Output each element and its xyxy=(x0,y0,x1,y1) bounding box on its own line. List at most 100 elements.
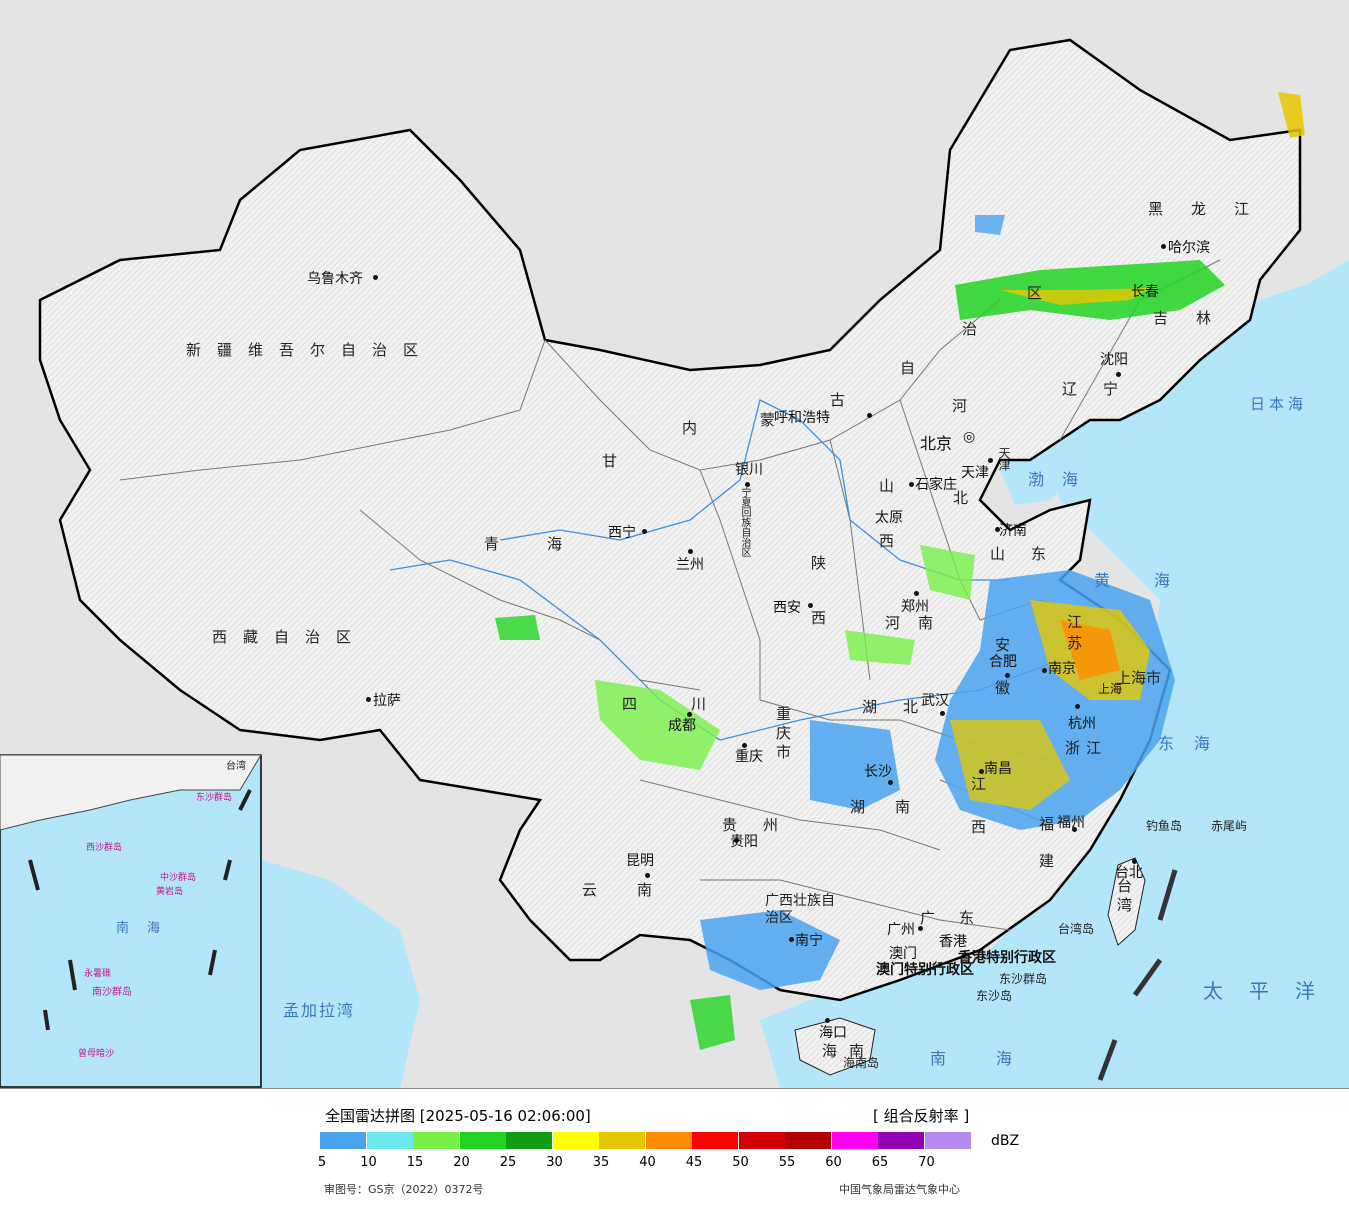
label-henan: 河南 xyxy=(885,614,952,632)
source-agency: 中国气象局雷达气象中心 xyxy=(839,1183,960,1196)
inset-zengmu: 曾母暗沙 xyxy=(78,1049,115,1059)
city-haikou: 海口 xyxy=(819,1025,847,1041)
legend-swatch xyxy=(738,1132,785,1149)
legend-tick-label: 20 xyxy=(453,1155,470,1170)
city-dot xyxy=(995,527,1000,532)
legend-tick-label: 25 xyxy=(499,1155,517,1170)
city-guiyang: 贵阳 xyxy=(730,834,758,850)
legend-swatch xyxy=(320,1132,366,1149)
city-taibei: 台北 xyxy=(1115,865,1143,881)
city-dot xyxy=(940,711,945,716)
label-hongkong-sar: 香港特别行政区 xyxy=(958,950,1056,966)
city-dot xyxy=(1161,244,1166,249)
label-tibet: 西藏自治区 xyxy=(212,628,368,646)
city-lanzhou: 兰州 xyxy=(676,557,704,573)
city-dot xyxy=(687,712,692,717)
label-nei-2: 蒙 xyxy=(760,411,792,429)
city-nanjing: 南京 xyxy=(1048,661,1076,677)
legend-swatch xyxy=(645,1132,692,1149)
label-jiangsu: 江苏 xyxy=(1065,614,1083,656)
label-hubei: 湖北 xyxy=(862,698,945,716)
label-macau-sar: 澳门特别行政区 xyxy=(876,962,974,978)
city-changsha: 长沙 xyxy=(864,764,892,780)
island-dongsha-group: 东沙群岛 xyxy=(999,972,1048,986)
city-dot xyxy=(808,603,813,608)
inset-taiwan: 台湾 xyxy=(226,761,246,772)
label-hainan: 海南 xyxy=(822,1042,877,1060)
legend-tick-label: 70 xyxy=(918,1155,935,1170)
inset-xisha: 西沙群岛 xyxy=(86,843,123,853)
city-hangzhou: 杭州 xyxy=(1068,716,1096,732)
label-hebei-1: 河 xyxy=(952,397,984,415)
legend-swatch xyxy=(506,1132,552,1149)
label-shandong: 山东 xyxy=(990,545,1073,563)
label-qinghai: 青海 xyxy=(484,535,611,553)
inset-dash-line xyxy=(28,789,252,1031)
legend-swatch xyxy=(413,1132,459,1149)
city-dot xyxy=(1042,668,1047,673)
city-beijing: 北京 xyxy=(920,434,953,453)
label-liaoning: 辽宁 xyxy=(1062,380,1145,398)
city-shanghai: 上海 xyxy=(1098,682,1123,696)
city-nanchang: 南昌 xyxy=(984,761,1012,777)
city-shijiazhuang: 石家庄 xyxy=(915,477,957,493)
island-dongsha: 东沙岛 xyxy=(976,989,1013,1003)
city-dot xyxy=(373,275,378,280)
label-nei-5: 治 xyxy=(962,320,994,338)
ocean-bengal xyxy=(262,860,420,1088)
city-xining: 西宁 xyxy=(608,525,636,541)
legend-tick-label: 50 xyxy=(732,1155,749,1170)
label-hunan: 湖南 xyxy=(850,798,941,816)
sea-bohai: 渤海 xyxy=(1028,470,1097,489)
city-dot xyxy=(1116,372,1121,377)
radar-mosaic-map xyxy=(0,0,1349,1088)
legend-swatch xyxy=(692,1132,738,1149)
label-jilin: 吉林 xyxy=(1153,309,1240,327)
legend-tick-label: 40 xyxy=(639,1155,656,1170)
inset-dongsha: 东沙群岛 xyxy=(196,793,233,803)
legend-swatch xyxy=(599,1132,645,1149)
city-tianjin: 天津 xyxy=(961,465,989,481)
legend-tick-label: 5 xyxy=(317,1155,327,1170)
legend-tick-label: 60 xyxy=(825,1155,842,1170)
city-dot xyxy=(988,458,993,463)
approval-number: 审图号：GS京（2022）0372号 xyxy=(324,1183,484,1196)
city-dot xyxy=(789,937,794,942)
inset-zhongsha: 中沙群岛 xyxy=(160,873,197,883)
legend-swatch xyxy=(366,1132,413,1149)
label-nei-6: 区 xyxy=(1027,284,1059,302)
label-tianjin-province: 天津 xyxy=(997,447,1011,471)
label-jiangxi: 江西 xyxy=(969,776,987,862)
city-kunming: 昆明 xyxy=(626,853,654,869)
label-fujian: 福建 xyxy=(1037,816,1055,890)
legend-swatch xyxy=(924,1132,971,1149)
label-taiwan: 台湾 xyxy=(1115,878,1133,916)
city-dot xyxy=(1132,859,1137,864)
city-changchun: 长春 xyxy=(1131,284,1159,300)
ocean-japan-sea xyxy=(1180,270,1349,480)
label-heilongjiang: 黑龙江 xyxy=(1148,200,1278,218)
label-nei-4: 自 xyxy=(900,359,932,377)
sea-bengal: 孟加拉湾 xyxy=(283,1001,356,1020)
sea-japan: 日本海 xyxy=(1250,395,1308,413)
label-zhejiang: 浙江 xyxy=(1065,739,1108,757)
city-dot xyxy=(688,549,693,554)
city-dot xyxy=(1075,704,1080,709)
city-dot xyxy=(888,780,893,785)
city-jinan: 济南 xyxy=(999,523,1027,539)
legend-tick-label: 15 xyxy=(406,1155,424,1170)
label-shaanxi: 陕西 xyxy=(809,555,827,665)
city-dot xyxy=(742,743,747,748)
city-taiyuan: 太原 xyxy=(875,510,903,526)
inset-south-sea: 南海 xyxy=(116,921,179,936)
hainan-island xyxy=(794,1017,876,1076)
island-chiwei: 赤尾屿 xyxy=(1211,819,1248,833)
taiwan-island xyxy=(1107,857,1146,946)
city-hefei: 合肥 xyxy=(989,654,1017,670)
city-chengdu: 成都 xyxy=(668,718,696,734)
city-zhengzhou: 郑州 xyxy=(901,599,929,615)
city-dot xyxy=(909,482,914,487)
nine-dash-line xyxy=(1097,869,1178,1081)
island-diaoyu: 钓鱼岛 xyxy=(1146,819,1183,833)
legend-tick-label: 10 xyxy=(360,1155,377,1170)
